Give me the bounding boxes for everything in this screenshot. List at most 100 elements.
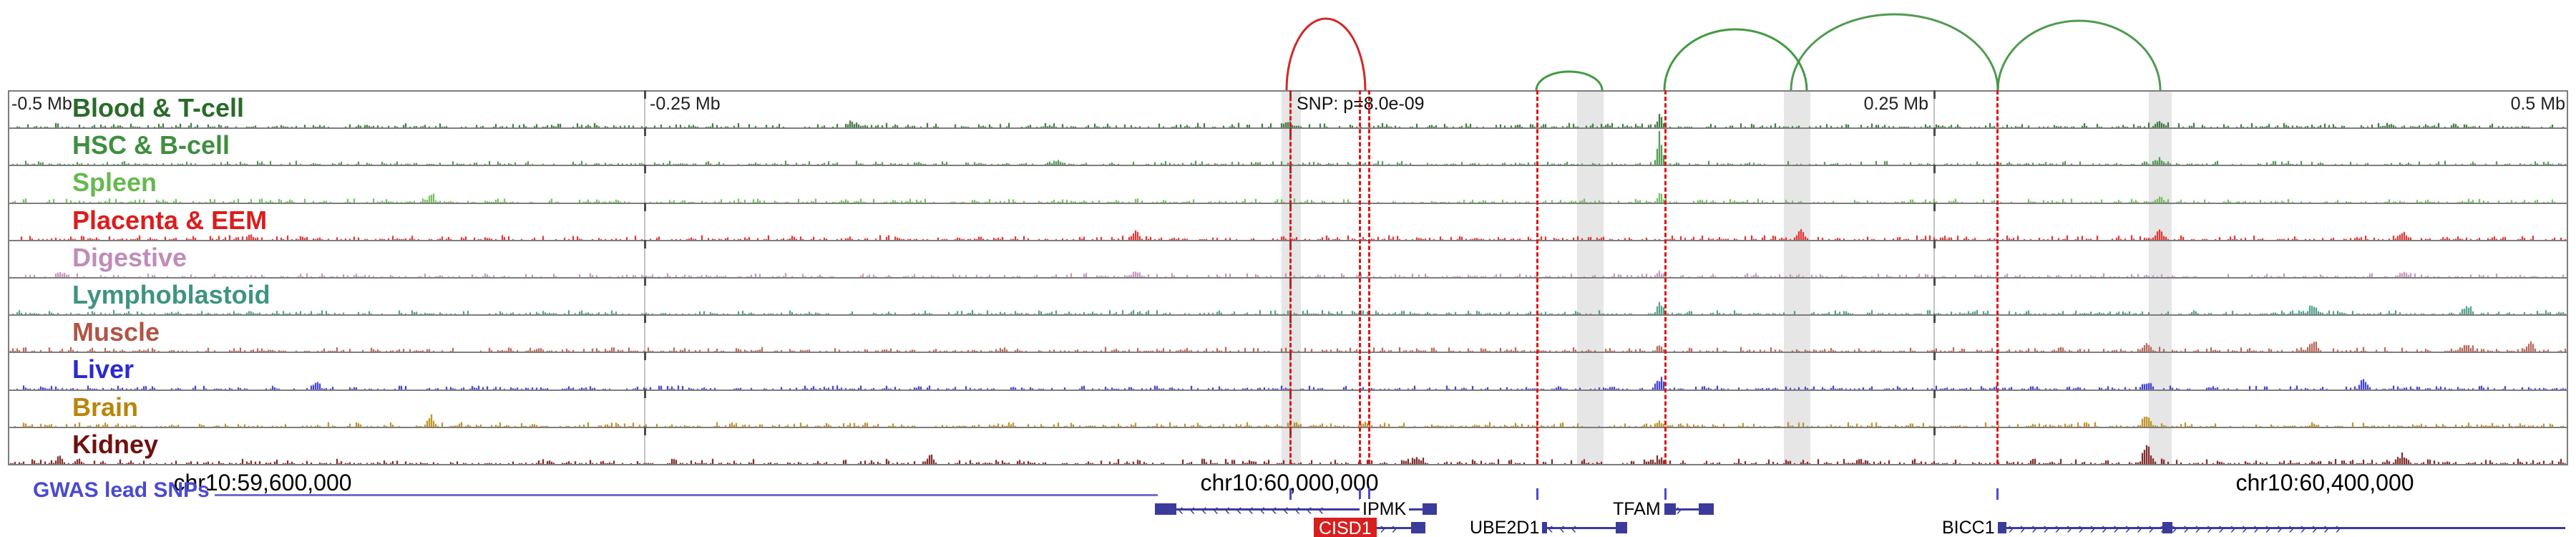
- track-row: Spleen: [8, 165, 2568, 203]
- gridline-tick: [644, 314, 646, 323]
- gridline-tick: [644, 427, 646, 435]
- gridline-tick: [1933, 165, 1936, 173]
- gene-label-cisd1: CISD1: [1314, 518, 1377, 537]
- lead-snp-dashed-line: [1359, 90, 1361, 464]
- gwas-snp-tick: [1359, 488, 1361, 500]
- lead-snp-dashed-line: [1289, 90, 1292, 464]
- signal-canvas-spleen: [8, 166, 2568, 203]
- lead-snp-dashed-line: [1536, 90, 1538, 464]
- coordinate-label: chr10:60,400,000: [2235, 470, 2414, 495]
- gridline-tick: [644, 277, 646, 286]
- track-frame-bottom: [8, 464, 2568, 465]
- track-row: Digestive: [8, 240, 2568, 277]
- gene-label-ube2d1: UBE2D1: [1467, 518, 1543, 537]
- gene-strand-arrows: ››››››››››››››››››››››››››››››: [1996, 520, 2565, 537]
- ruler-label-0.5mb: 0.5 Mb: [2510, 94, 2565, 114]
- track-frame-left: [8, 90, 9, 464]
- ruler-label-minus-0.5mb: -0.5 Mb: [11, 94, 72, 114]
- gridline-tick: [644, 390, 646, 398]
- gene-body-line: [1536, 527, 1627, 529]
- gene-exon: [1411, 522, 1425, 533]
- track-label: Spleen: [72, 168, 157, 197]
- interaction-arc: [1663, 28, 1808, 91]
- track-label: Digestive: [72, 243, 187, 272]
- gene-exon: [1423, 503, 1437, 515]
- signal-canvas-hsc-b-cell: [8, 129, 2568, 165]
- lead-snp-dashed-line: [1664, 90, 1667, 464]
- gwas-snp-tick: [1664, 488, 1667, 500]
- gridline-tick: [644, 127, 646, 136]
- ruler-label-minus-0.25mb: -0.25 Mb: [650, 94, 721, 114]
- track-row: Placenta & EEM: [8, 203, 2568, 240]
- gridline-tick: [1933, 390, 1936, 398]
- signal-canvas-digestive: [8, 241, 2568, 277]
- gwas-snp-tick: [1536, 488, 1538, 500]
- gene-strand-arrows: ‹‹‹‹: [1536, 520, 1584, 537]
- gene-label-bicc1: BICC1: [1939, 518, 1998, 537]
- signal-canvas-lymphoblastoid: [8, 279, 2568, 314]
- track-row: HSC & B-cell: [8, 127, 2568, 165]
- gene-body-line: [1368, 527, 1425, 529]
- track-row: Liver: [8, 352, 2568, 390]
- track-row: Muscle: [8, 314, 2568, 352]
- gridline-tick: [644, 203, 646, 211]
- gridline-tick: [1933, 352, 1936, 360]
- track-row: Lymphoblastoid: [8, 277, 2568, 314]
- track-row: Kidney: [8, 427, 2568, 464]
- signal-canvas-kidney: [8, 428, 2568, 464]
- gridline-tick: [1933, 90, 1936, 99]
- gridline-tick: [1933, 277, 1936, 286]
- track-label: Kidney: [72, 430, 159, 459]
- gene-exon: [1664, 503, 1676, 515]
- track-label: Blood & T-cell: [72, 93, 245, 122]
- lead-snp-dashed-line: [1368, 90, 1370, 464]
- gridline-tick: [1933, 127, 1936, 136]
- gwas-lead-snps-label: GWAS lead SNPs: [33, 478, 210, 502]
- signal-canvas-placenta-eem: [8, 204, 2568, 240]
- lead-snp-pvalue-label: SNP: p=8.0e-09: [1297, 94, 1425, 114]
- gridline-tick: [1933, 314, 1936, 323]
- gwas-snp-tick: [1289, 488, 1292, 500]
- track-row: Blood & T-cell: [8, 90, 2568, 127]
- track-label: HSC & B-cell: [72, 130, 230, 160]
- signal-canvas-liver: [8, 353, 2568, 390]
- gene-body-line: [1155, 508, 1437, 511]
- gene-exon: [1155, 503, 1176, 515]
- ruler-label-0.25mb: 0.25 Mb: [1863, 94, 1928, 114]
- track-label: Muscle: [72, 317, 160, 347]
- gene-body-line: [1996, 527, 2565, 529]
- gene-exon: [1616, 522, 1627, 533]
- track-label: Lymphoblastoid: [72, 280, 270, 309]
- interaction-arc: [1996, 19, 2162, 91]
- track-label: Brain: [72, 392, 139, 422]
- gridline-tick: [644, 165, 646, 173]
- gridline-tick: [1933, 203, 1936, 211]
- track-row: Brain: [8, 390, 2568, 427]
- coordinate-label: chr10:59,600,000: [173, 470, 352, 495]
- interaction-arc: [1535, 70, 1604, 91]
- gridline-tick: [1933, 427, 1936, 435]
- gridline-tick: [644, 352, 646, 360]
- gene-exon: [2162, 522, 2172, 533]
- interaction-arc: [1790, 13, 1999, 91]
- gene-exon: [1996, 522, 2006, 533]
- signal-canvas-brain: [8, 391, 2568, 427]
- gridline-tick: [644, 90, 646, 99]
- gene-strand-arrows: ‹‹‹‹‹‹‹‹‹‹‹‹‹‹‹: [1155, 501, 1330, 518]
- interaction-arc: [1285, 17, 1367, 91]
- gene-body-line: [1664, 508, 1714, 511]
- gwas-track-line: [215, 494, 1158, 496]
- gwas-snp-tick: [1368, 488, 1370, 500]
- gene-exon: [1699, 503, 1714, 515]
- signal-canvas-blood-t-cell: [8, 92, 2568, 127]
- track-label: Placenta & EEM: [72, 205, 268, 235]
- track-label: Liver: [72, 354, 135, 384]
- gene-label-tfam: TFAM: [1610, 499, 1664, 520]
- gwas-snp-tick: [1996, 488, 1999, 500]
- gridline-tick: [644, 240, 646, 248]
- track-frame-right: [2567, 90, 2568, 464]
- signal-canvas-muscle: [8, 316, 2568, 352]
- gene-label-ipmk: IPMK: [1360, 499, 1410, 520]
- gridline-tick: [1933, 240, 1936, 248]
